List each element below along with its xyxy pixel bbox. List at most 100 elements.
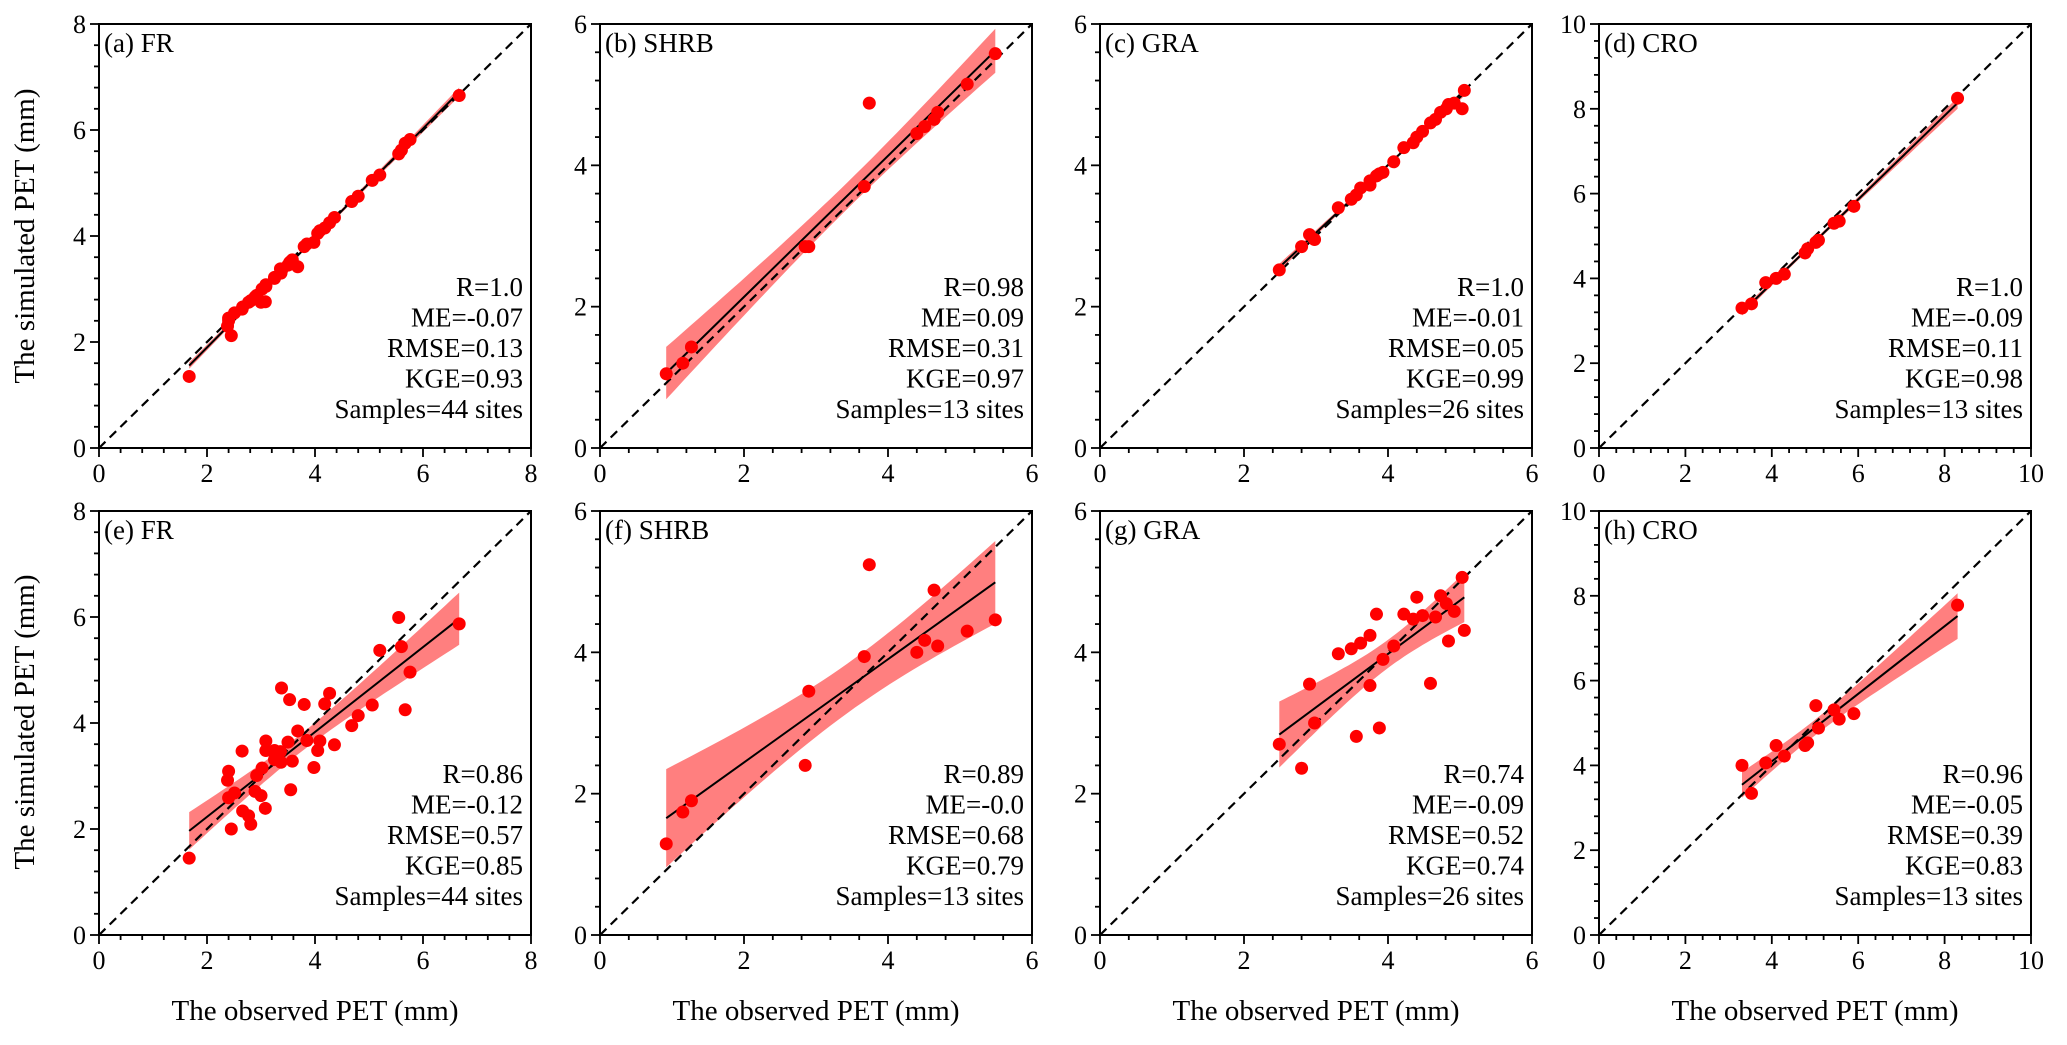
stat-label: R=0.74 [1444,759,1525,789]
stat-label: KGE=0.79 [906,851,1024,881]
panel-a: 00 2 2 4 4 6 6 8 8 (a) FR R=1.0ME=-0.07RMSE=0.13KG… [73,10,538,488]
data-point [221,773,235,787]
stat-label: R=1.0 [1457,272,1524,302]
y-tick-label: 6 [73,116,86,145]
stat-label: KGE=0.99 [1406,364,1524,394]
panel-title: (h) CRO [1604,515,1698,545]
y-tick-label: 4 [574,151,587,180]
plot-area [99,24,531,448]
stat-label: KGE=0.93 [405,364,523,394]
panel-c: 00 2 2 4 4 6 6 (c) GRA R=1.0ME=-0.01RMSE=0.05KGE… [1074,10,1539,488]
plot-area [600,511,1032,935]
stat-label: RMSE=0.31 [888,333,1024,363]
y-tick-label: 8 [1573,582,1586,611]
x-tick-label: 6 [417,946,430,975]
data-point [283,693,297,707]
stat-label: Samples=44 sites [335,881,523,911]
data-point [1759,756,1773,770]
data-point [659,367,673,381]
stat-label: R=0.89 [944,759,1025,789]
data-point [274,755,288,769]
data-point [1376,165,1390,179]
panel-e: 00 2 2 4 4 6 6 8 8 (e) FR R=0.86ME=-0.12RMSE=0.57K… [73,497,538,975]
data-point [373,643,387,657]
data-point [684,340,698,354]
x-tick-label: 6 [1526,459,1539,488]
x-tick-label: 0 [594,946,607,975]
data-point [318,697,332,711]
data-point [931,105,945,119]
stat-label: Samples=44 sites [335,394,523,424]
data-point [1744,297,1758,311]
y-tick-label: 10 [1560,10,1586,39]
x-tick-label: 6 [1852,946,1865,975]
data-point [291,260,305,274]
confidence-band [1279,572,1465,768]
plot-area [600,24,1032,448]
panel-b: 00 2 2 4 4 6 6 (b) SHRB R=0.98ME=0.09RMSE=0.31KG… [574,10,1039,488]
x-tick-label: 0 [93,459,106,488]
data-point [960,77,974,91]
axes-frame [1099,23,1533,449]
y-axis-label-top: The simulated PET (mm) [9,88,41,383]
x-tick-label: 4 [1765,946,1778,975]
y-tick-label: 6 [73,603,86,632]
y-axis-label-bottom: The simulated PET (mm) [9,574,41,869]
panel-g: 00 2 2 4 4 6 6 (g) GRA R=0.74ME=-0.09RMSE=0.52KG… [1074,497,1539,975]
data-point [254,789,268,803]
confidence-band [666,541,996,868]
stat-label: Samples=26 sites [1336,394,1524,424]
data-point [1847,199,1861,213]
data-point [297,697,311,711]
x-axis-label-2: The observed PET (mm) [673,995,960,1027]
panel-title: (f) SHRB [605,515,709,545]
data-point [676,805,690,819]
x-tick-label: 8 [525,946,538,975]
data-point [676,356,690,370]
data-point [1363,679,1377,693]
stat-label: Samples=13 sites [836,394,1024,424]
stat-label: KGE=0.97 [906,364,1024,394]
data-point [1416,609,1430,623]
stat-label: RMSE=0.39 [1887,820,2023,850]
y-tick-label: 0 [1573,921,1586,950]
data-point [281,735,295,749]
data-point [452,89,466,103]
y-tick-label: 4 [574,638,587,667]
data-point [1429,610,1443,624]
data-point [1308,716,1322,730]
axes-frame [1598,23,2032,449]
stat-label: R=0.98 [944,272,1025,302]
data-point [927,583,941,597]
data-point [1410,590,1424,604]
stat-label: R=0.86 [443,759,524,789]
stat-label: RMSE=0.05 [1388,333,1524,363]
data-point [1777,749,1791,763]
data-point [960,624,974,638]
data-point [1303,677,1317,691]
data-point [259,734,273,748]
stat-label: RMSE=0.13 [387,333,523,363]
x-tick-label: 2 [1679,946,1692,975]
data-point [684,794,698,808]
y-tick-label: 6 [574,10,587,39]
y-tick-label: 4 [1074,151,1087,180]
x-tick-label: 6 [1526,946,1539,975]
y-tick-label: 4 [1573,751,1586,780]
regression-line [665,581,996,819]
panel-h: 00 2 2 4 4 6 6 8 8 10 10 (h) CRO R=0.96ME=-0.05RMSE=… [1560,497,2044,975]
stat-label: RMSE=0.11 [1888,333,2023,363]
data-point [1441,634,1455,648]
x-tick-label: 6 [1026,459,1039,488]
data-point [235,744,249,758]
data-point [1272,263,1286,277]
data-point [862,96,876,110]
stat-label: RMSE=0.68 [888,820,1024,850]
x-tick-label: 4 [882,459,895,488]
x-tick-label: 6 [1852,459,1865,488]
y-tick-label: 6 [1074,10,1087,39]
data-point [1272,737,1286,751]
data-point [1832,712,1846,726]
x-tick-label: 8 [1938,946,1951,975]
axes-frame [599,510,1033,936]
